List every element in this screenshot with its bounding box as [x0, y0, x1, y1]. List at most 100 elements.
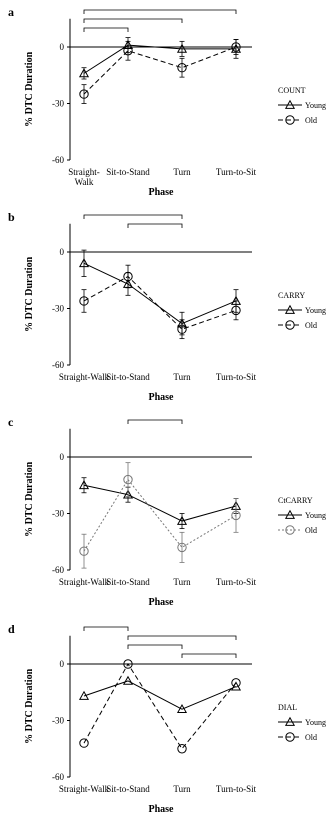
y-tick-label: 0	[60, 452, 65, 462]
x-tick-label-line: Sit-to-Stand	[106, 784, 150, 794]
x-tick-label-line: Turn	[173, 167, 191, 177]
legend-entry: Old	[278, 320, 317, 330]
y-tick-label: -30	[52, 509, 64, 519]
data-point-young	[176, 703, 188, 714]
x-tick-label-line: Straight-Walk	[59, 577, 110, 587]
y-tick-label: -60	[52, 565, 64, 575]
legend-marker	[285, 732, 295, 742]
series-line-young	[83, 44, 236, 74]
significance-bracket	[181, 653, 237, 658]
y-tick-label: -30	[52, 99, 64, 109]
y-axis-label: % DTC Duration	[24, 668, 35, 743]
legend-label: Old	[305, 321, 317, 330]
legend-marker	[284, 716, 296, 726]
y-tick-label: -30	[52, 716, 64, 726]
series-old	[79, 659, 241, 754]
series-old	[79, 462, 241, 569]
x-tick-label: Sit-to-Stand	[106, 372, 150, 382]
legend-title: COUNT	[278, 86, 306, 95]
panel-label-b: b	[8, 210, 15, 224]
series-line-old	[83, 275, 237, 330]
legend-label: Young	[305, 101, 326, 110]
data-point-old	[231, 510, 241, 521]
x-tick-label-line: Straight-Walk	[59, 372, 110, 382]
x-tick-label-line: Turn	[173, 372, 191, 382]
panel-b: b 0 -30 -60 % DTC Duration Straight-WalkSit-t…	[8, 210, 326, 403]
x-tick-label-line: Walk	[75, 177, 94, 187]
x-tick-label: Straight-Walk	[59, 577, 110, 587]
significance-bracket	[127, 644, 183, 649]
data-point-old	[177, 542, 187, 553]
legend-label: Young	[305, 511, 326, 520]
data-point-old	[123, 271, 133, 282]
data-point-old	[231, 678, 241, 688]
panel-a: a 0 -30 -60 % DTC Duration Straight-Walk Sit-t…	[8, 5, 326, 198]
x-tick-label-line: Straight-	[68, 167, 100, 177]
legend-entry: Old	[278, 115, 317, 125]
series-line-young	[83, 262, 237, 325]
data-point-old	[177, 744, 187, 754]
series-line-young	[83, 484, 237, 522]
data-point-old	[79, 546, 89, 556]
x-tick-label: Turn	[173, 577, 191, 587]
x-tick-label-line: Straight-Walk	[59, 784, 110, 794]
x-tick-label-line: Sit-to-Stand	[106, 167, 150, 177]
series-old	[79, 39, 241, 104]
x-tick-label-line: Turn-to-Sit	[216, 577, 257, 587]
y-tick-label: 0	[60, 247, 65, 257]
x-tick-label-line: Turn-to-Sit	[216, 784, 257, 794]
y-tick-label: -60	[52, 360, 64, 370]
data-point-old	[231, 305, 241, 316]
x-axis-label: Phase	[149, 804, 175, 815]
x-axis-label: Phase	[149, 187, 175, 198]
data-point-young	[78, 480, 90, 490]
y-axis-label: % DTC Duration	[24, 51, 35, 126]
data-point-old	[123, 46, 133, 56]
panel-label-c: c	[8, 415, 14, 429]
panel-c: c 0 -30 -60 % DTC Duration Straight-WalkSit-t…	[8, 415, 326, 608]
legend-label: Old	[305, 733, 317, 742]
series-young	[78, 477, 242, 529]
x-tick-label: Turn-to-Sit	[216, 167, 257, 177]
legend-title: CtCARRY	[278, 496, 313, 505]
series-line-old	[83, 663, 237, 750]
legend-marker	[284, 304, 296, 314]
legend-entry: Young	[278, 99, 326, 110]
series-young	[78, 37, 242, 80]
y-tick-label: 0	[60, 659, 65, 669]
y-tick-label: -30	[52, 304, 64, 314]
x-tick-label: Turn	[173, 167, 191, 177]
y-tick-label: -60	[52, 772, 64, 782]
data-point-old	[231, 42, 241, 52]
legend-title: CARRY	[278, 291, 305, 300]
data-point-young	[78, 690, 90, 700]
data-point-young	[78, 68, 90, 78]
x-tick-label-line: Turn-to-Sit	[216, 372, 257, 382]
significance-bracket	[127, 223, 183, 228]
legend-label: Old	[305, 116, 317, 125]
significance-bracket	[83, 214, 183, 219]
series-old	[79, 264, 241, 340]
significance-bracket	[127, 635, 237, 640]
x-tick-label: Straight-Walk	[59, 784, 110, 794]
legend-marker	[285, 320, 295, 330]
y-tick-label: 0	[60, 42, 65, 52]
data-point-young	[176, 43, 188, 53]
x-tick-label: Turn	[173, 372, 191, 382]
x-tick-label-line: Sit-to-Stand	[106, 372, 150, 382]
series-young	[78, 249, 242, 336]
series-line-young	[83, 680, 237, 710]
y-tick-label: -60	[52, 155, 64, 165]
legend-title: DIAL	[278, 703, 297, 712]
data-point-young	[122, 489, 134, 499]
y-axis-label: % DTC Duration	[24, 256, 35, 331]
legend-marker	[284, 509, 296, 519]
x-tick-label: Sit-to-Stand	[106, 577, 150, 587]
data-point-old	[123, 474, 133, 485]
legend-entry: Old	[278, 732, 317, 742]
data-point-old	[79, 89, 89, 99]
x-tick-label: Turn-to-Sit	[216, 372, 257, 382]
significance-bracket	[83, 18, 183, 23]
significance-bracket	[127, 419, 183, 424]
